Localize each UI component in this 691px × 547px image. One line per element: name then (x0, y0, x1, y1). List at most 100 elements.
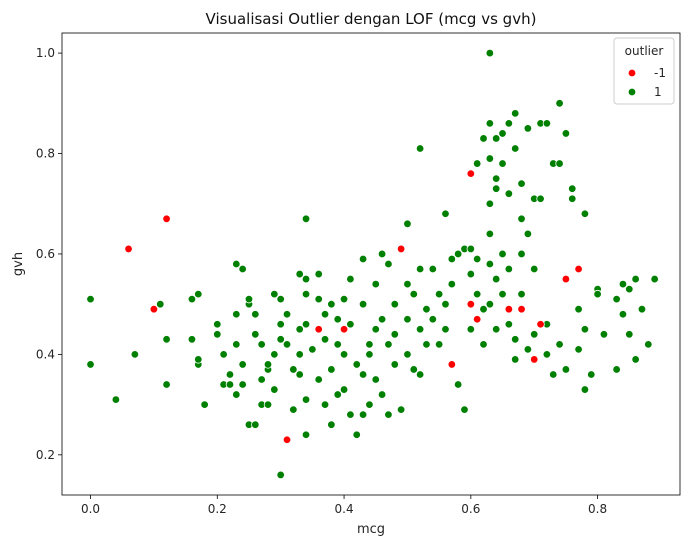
inlier-point (618, 310, 628, 319)
inlier-point (409, 365, 418, 374)
inlier-point (238, 264, 247, 274)
inlier-point (536, 194, 545, 203)
x-tick-label: 0.2 (208, 502, 227, 516)
inlier-point (453, 380, 463, 389)
inlier-point (491, 274, 501, 284)
inlier-point (650, 274, 659, 284)
inlier-point (637, 305, 647, 314)
inlier-point (251, 310, 260, 319)
inlier-point (327, 365, 336, 374)
inlier-point (377, 249, 387, 259)
inlier-point (352, 430, 361, 439)
inlier-point (282, 340, 292, 349)
inlier-point (504, 264, 514, 274)
inlier-point (498, 129, 507, 138)
inlier-point (504, 320, 514, 329)
inlier-point (555, 159, 564, 168)
inlier-point (339, 385, 349, 394)
inlier-point (485, 259, 495, 269)
legend-marker-inlier (627, 87, 637, 97)
inlier-point (251, 420, 260, 429)
outlier-point (124, 244, 133, 254)
inlier-point (86, 360, 95, 369)
y-tick-label: 0.8 (36, 147, 55, 161)
outlier-point (466, 169, 476, 178)
inlier-point (587, 370, 596, 379)
inlier-point (320, 335, 330, 344)
inlier-point (333, 390, 342, 399)
inlier-point (403, 279, 412, 289)
inlier-point (156, 299, 165, 309)
inlier-point (530, 264, 539, 274)
inlier-point (314, 269, 323, 279)
inlier-point (472, 254, 482, 264)
inlier-point (225, 380, 235, 389)
inlier-point (257, 340, 266, 349)
legend-title: outlier (625, 44, 664, 58)
inlier-point (517, 249, 526, 259)
inlier-point (365, 350, 374, 359)
x-tick-label: 0.8 (588, 502, 607, 516)
inlier-point (301, 430, 311, 439)
inlier-point (276, 470, 285, 480)
inlier-point (219, 350, 228, 359)
legend: outlier -1 1 (613, 37, 675, 105)
inlier-point (415, 325, 425, 334)
inlier-point (441, 209, 450, 218)
inlier-point (491, 184, 501, 193)
inlier-point (491, 174, 501, 183)
inlier-point (225, 370, 235, 379)
inlier-point (263, 360, 273, 369)
inlier-point (339, 350, 349, 359)
inlier-point (232, 390, 241, 399)
inlier-point (327, 420, 336, 429)
inlier-point (504, 189, 514, 198)
inlier-point (542, 350, 552, 359)
inlier-point (511, 109, 520, 118)
inlier-point (377, 390, 387, 399)
inlier-point (542, 119, 552, 128)
plot-area (62, 33, 680, 495)
inlier-point (257, 375, 266, 384)
outlier-point (396, 244, 406, 254)
inlier-point (561, 129, 571, 138)
inlier-point (511, 355, 520, 364)
outlier-point (282, 435, 292, 444)
inlier-point (618, 279, 628, 289)
outlier-point (561, 274, 571, 284)
inlier-point (358, 410, 368, 419)
inlier-point (320, 400, 330, 409)
inlier-point (390, 330, 399, 339)
inlier-point (644, 340, 653, 349)
points-layer (86, 48, 659, 480)
inlier-point (555, 99, 564, 108)
inlier-point (358, 254, 368, 264)
inlier-point (346, 410, 355, 419)
legend-label-outlier: -1 (654, 66, 666, 80)
inlier-point (232, 310, 241, 319)
inlier-point (263, 400, 273, 409)
outlier-point (162, 214, 171, 223)
legend-box (613, 37, 675, 105)
y-axis-label: gvh (11, 252, 26, 276)
inlier-point (384, 410, 393, 419)
inlier-point (479, 340, 488, 349)
inlier-point (441, 299, 450, 309)
inlier-point (371, 325, 380, 334)
outlier-point (314, 325, 323, 334)
inlier-point (238, 380, 247, 389)
inlier-point (333, 315, 342, 324)
inlier-point (396, 405, 406, 414)
x-axis-ticks: 0.0 0.2 0.4 0.6 0.8 (81, 495, 607, 516)
inlier-point (555, 340, 564, 349)
inlier-point (232, 340, 241, 349)
inlier-point (327, 299, 336, 309)
inlier-point (276, 294, 285, 304)
inlier-point (403, 219, 412, 229)
inlier-point (213, 330, 222, 339)
inlier-point (244, 294, 254, 304)
inlier-point (568, 184, 577, 193)
outlier-point (517, 305, 526, 314)
inlier-point (295, 269, 304, 279)
inlier-point (377, 315, 387, 324)
